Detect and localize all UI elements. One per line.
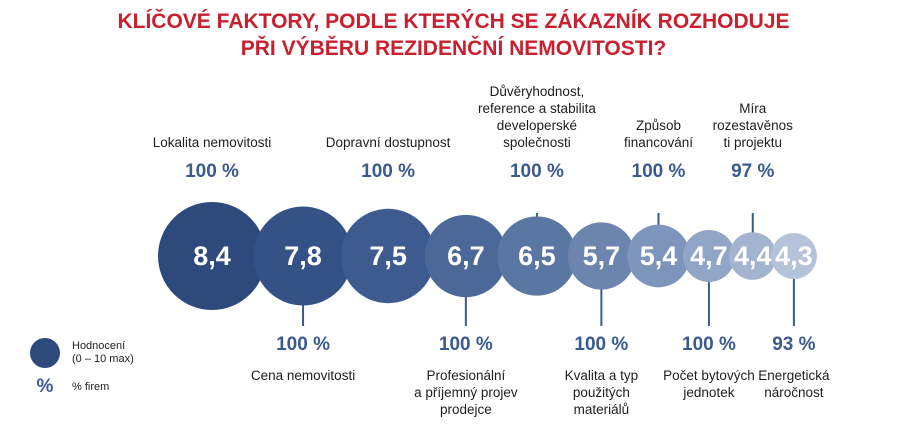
bubble-rating: 7,8 bbox=[284, 241, 322, 271]
percent-label: 100 % bbox=[185, 161, 239, 182]
factor-label: Energetická bbox=[758, 368, 830, 383]
bubble-rating: 7,5 bbox=[369, 241, 407, 271]
bubble-rating: 4,4 bbox=[734, 241, 772, 271]
bubble-rating: 5,4 bbox=[640, 241, 678, 271]
factor-label: Profesionální bbox=[426, 368, 505, 383]
bubble bbox=[728, 232, 777, 280]
legend-rating: Hodnocení (0 – 10 max) bbox=[30, 338, 134, 368]
legend-percent-symbol: % bbox=[36, 376, 54, 397]
bubble-rating: 4,7 bbox=[690, 241, 728, 271]
factor-label: Důvěryhodnost, bbox=[490, 84, 585, 99]
percent-label: 100 % bbox=[439, 334, 493, 355]
factor-label: prodejce bbox=[440, 402, 492, 417]
bubble bbox=[340, 208, 436, 304]
bubble bbox=[770, 233, 817, 279]
factor-label: náročnost bbox=[764, 385, 824, 400]
factor-label: Dopravní dostupnost bbox=[326, 135, 451, 150]
factor-label: společnosti bbox=[503, 135, 571, 150]
bubble bbox=[567, 222, 635, 290]
factor-label: jednotek bbox=[682, 385, 734, 400]
bubble bbox=[253, 206, 353, 306]
factor-label: ti projektu bbox=[723, 135, 782, 150]
percent-label: 100 % bbox=[682, 334, 736, 355]
percent-label: 100 % bbox=[632, 161, 686, 182]
factor-label: Způsob bbox=[636, 118, 681, 133]
legend-bubble-icon bbox=[30, 338, 60, 368]
legend-percent: % % firem bbox=[30, 376, 134, 398]
bubble bbox=[682, 229, 735, 283]
bubble bbox=[158, 202, 266, 310]
percent-label: 97 % bbox=[731, 161, 774, 182]
bubble-rating: 4,3 bbox=[775, 241, 813, 271]
factor-label: a příjemný projev bbox=[414, 385, 518, 400]
percent-label: 100 % bbox=[276, 334, 330, 355]
percent-label: 93 % bbox=[772, 334, 815, 355]
bubble-rating: 6,7 bbox=[447, 241, 485, 271]
factor-label: Míra bbox=[739, 101, 766, 116]
bubble bbox=[627, 224, 690, 288]
legend-rating-range: (0 – 10 max) bbox=[72, 353, 134, 365]
percent-label: 100 % bbox=[361, 161, 415, 182]
chart-title-line-2: PŘI VÝBĚRU REZIDENČNÍ NEMOVITOSTI? bbox=[240, 37, 667, 60]
chart-title-line-1: KLÍČOVÉ FAKTORY, PODLE KTERÝCH SE ZÁKAZN… bbox=[117, 10, 790, 33]
factor-label: Cena nemovitosti bbox=[251, 368, 355, 383]
bubble-rating: 5,7 bbox=[583, 241, 621, 271]
percent-label: 100 % bbox=[574, 334, 628, 355]
bubble bbox=[424, 214, 507, 298]
chart-title: KLÍČOVÉ FAKTORY, PODLE KTERÝCH SE ZÁKAZN… bbox=[0, 8, 907, 62]
factor-labels: 100 % Lokalita nemovitosti 100 % Cena nemov… bbox=[153, 84, 830, 417]
bubble-rating: 8,4 bbox=[193, 241, 231, 271]
factor-label: použitých bbox=[573, 385, 630, 400]
factor-label: reference a stabilita bbox=[478, 101, 596, 116]
factor-label: Lokalita nemovitosti bbox=[153, 135, 272, 150]
factor-label: rozestavěnos bbox=[713, 118, 794, 133]
legend-rating-label: Hodnocení bbox=[72, 340, 126, 352]
bubble bbox=[497, 216, 577, 296]
bubble-rating: 6,5 bbox=[518, 241, 556, 271]
factor-label: developerské bbox=[497, 118, 577, 133]
factor-label: Počet bytových bbox=[663, 368, 755, 383]
factor-label: financování bbox=[624, 135, 693, 150]
bubbles: 8,4 7,8 7,5 6,7 6,5 5,7 5,4 4,7 4,4 4,3 bbox=[158, 202, 817, 310]
legend: Hodnocení (0 – 10 max) % % firem bbox=[30, 338, 134, 398]
factor-label: materiálů bbox=[574, 402, 630, 417]
percent-label: 100 % bbox=[510, 161, 564, 182]
factor-label: Kvalita a typ bbox=[565, 368, 639, 383]
legend-percent-label: % firem bbox=[72, 380, 110, 393]
